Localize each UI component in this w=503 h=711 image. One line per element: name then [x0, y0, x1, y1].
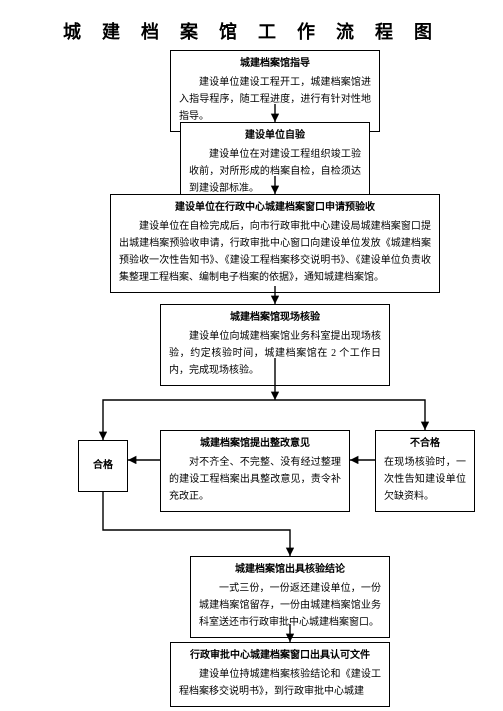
node-fail: 不合格 在现场核验时，一次性告知建设单位欠缺资料。	[375, 430, 475, 512]
node-body: 建设单位在对建设工程组织竣工验收前，对所形成的档案自检，自检须达到建设部标准。	[189, 146, 361, 197]
node-body: 建设单位建设工程开工，城建档案馆进入指导程序，随工程进度，进行有针对性地指导。	[179, 74, 371, 125]
node-title: 城建档案馆出具核验结论	[199, 561, 381, 578]
node-title: 建设单位在行政中心城建档案窗口申请预验收	[119, 199, 431, 216]
node-apply-precheck: 建设单位在行政中心城建档案窗口申请预验收 建设单位在自检完成后，向市行政审批中心…	[110, 194, 440, 293]
node-body: 在现场核验时，一次性告知建设单位欠缺资料。	[384, 454, 466, 505]
node-body: 建设单位向城建档案馆业务科室提出现场核验，约定核验时间，城建档案馆在 2 个工作…	[169, 328, 381, 379]
node-body: 合格	[93, 457, 113, 474]
node-self-check: 建设单位自验 建设单位在对建设工程组织竣工验收前，对所形成的档案自检，自检须达到…	[180, 122, 370, 204]
node-body: 一式三份，一份返还建设单位，一份城建档案馆留存，一份由城建档案馆业务科室送还市行…	[199, 580, 381, 631]
node-title: 城建档案馆提出整改意见	[169, 435, 341, 452]
node-issue-conclusion: 城建档案馆出具核验结论 一式三份，一份返还建设单位，一份城建档案馆留存，一份由城…	[190, 556, 390, 638]
page-title: 城 建 档 案 馆 工 作 流 程 图	[0, 18, 503, 44]
node-body: 建设单位在自检完成后，向市行政审批中心建设局城建档案窗口提出城建档案预验收申请，…	[119, 218, 431, 286]
node-body: 建设单位持城建档案核验结论和《建设工程档案移交说明书》，到行政审批中心城建	[179, 666, 381, 700]
node-pass: 合格	[78, 440, 128, 492]
node-title: 行政审批中心城建档案窗口出具认可文件	[179, 647, 381, 664]
node-body: 对不齐全、不完整、没有经过整理的建设工程档案出具整改意见，责令补充改正。	[169, 454, 341, 505]
node-rectify: 城建档案馆提出整改意见 对不齐全、不完整、没有经过整理的建设工程档案出具整改意见…	[160, 430, 350, 512]
node-onsite-verify: 城建档案馆现场核验 建设单位向城建档案馆业务科室提出现场核验，约定核验时间，城建…	[160, 304, 390, 386]
flowchart-page: { "title": "城 建 档 案 馆 工 作 流 程 图", "nodes…	[0, 0, 503, 711]
node-title: 城建档案馆现场核验	[169, 309, 381, 326]
node-guidance: 城建档案馆指导 建设单位建设工程开工，城建档案馆进入指导程序，随工程进度，进行有…	[170, 50, 380, 132]
node-approval-doc: 行政审批中心城建档案窗口出具认可文件 建设单位持城建档案核验结论和《建设工程档案…	[170, 642, 390, 707]
node-title: 不合格	[384, 435, 466, 452]
node-title: 城建档案馆指导	[179, 55, 371, 72]
node-title: 建设单位自验	[189, 127, 361, 144]
